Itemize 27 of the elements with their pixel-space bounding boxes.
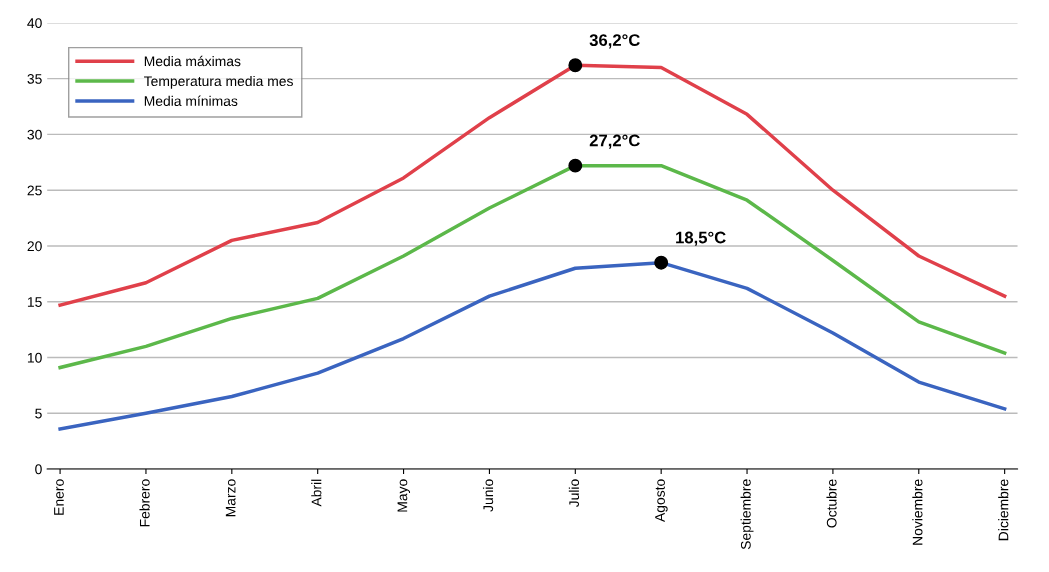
x-tick-label: Enero: [54, 479, 64, 515]
x-tick-label: Febrero: [139, 479, 150, 527]
annotation: 36,2°C: [589, 34, 640, 49]
y-tick-label: 15: [27, 297, 42, 307]
y-tick-label: 5: [35, 408, 42, 419]
annotation: 18,5°C: [676, 231, 726, 246]
legend-label: Media mínimas: [144, 95, 238, 106]
x-tick-label: Abril: [311, 479, 322, 507]
x-tick-label: Noviembre: [912, 479, 923, 545]
x-tick-label: Agosto: [655, 479, 668, 522]
x-tick-label: Septiembre: [740, 479, 754, 550]
y-tick-label: 25: [27, 185, 42, 196]
x-tick-label: Junio: [482, 479, 494, 512]
y-tick-label: 40: [27, 18, 42, 29]
x-tick-label: Julio: [568, 479, 580, 508]
y-tick-label: 20: [27, 241, 42, 252]
y-tick-label: 30: [27, 129, 42, 140]
x-tick-label: Marzo: [225, 479, 236, 517]
x-tick-label: Mayo: [397, 479, 411, 512]
y-tick-label: 10: [27, 352, 42, 363]
legend-label: Temperatura media mes: [144, 75, 293, 89]
annotation: 27,2°C: [589, 134, 640, 149]
legend-label: Media máximas: [144, 55, 241, 67]
x-tick-label: Diciembre: [998, 479, 1009, 541]
y-tick-label: 0: [35, 464, 42, 475]
y-tick-label: 35: [27, 73, 42, 84]
x-tick-label: Octubre: [826, 479, 837, 528]
